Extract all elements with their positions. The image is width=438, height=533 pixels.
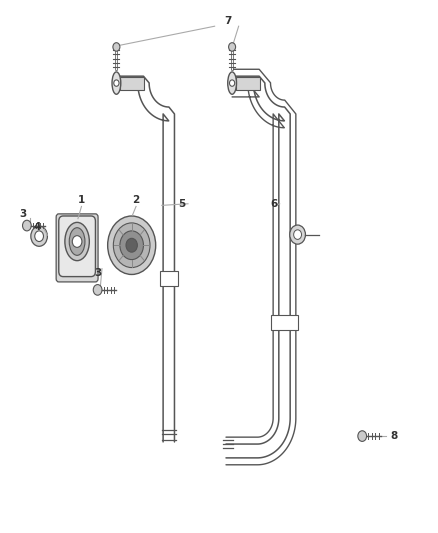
- Ellipse shape: [65, 222, 89, 261]
- FancyBboxPatch shape: [59, 216, 95, 277]
- Text: 3: 3: [20, 209, 27, 220]
- Text: 6: 6: [270, 199, 277, 209]
- Circle shape: [114, 80, 119, 86]
- Polygon shape: [120, 77, 145, 90]
- Text: 4: 4: [33, 222, 41, 232]
- Text: 5: 5: [178, 199, 186, 209]
- Circle shape: [22, 220, 31, 231]
- Circle shape: [108, 216, 155, 274]
- Circle shape: [126, 238, 138, 252]
- Circle shape: [293, 230, 301, 239]
- Circle shape: [72, 236, 82, 247]
- Circle shape: [93, 285, 102, 295]
- Ellipse shape: [69, 228, 85, 255]
- Ellipse shape: [112, 72, 121, 94]
- Circle shape: [35, 231, 43, 241]
- Circle shape: [31, 226, 47, 246]
- Circle shape: [230, 80, 235, 86]
- Circle shape: [120, 231, 144, 260]
- Text: 3: 3: [94, 268, 101, 278]
- Circle shape: [113, 223, 150, 268]
- Circle shape: [113, 43, 120, 51]
- Text: 8: 8: [390, 431, 397, 441]
- Polygon shape: [236, 77, 260, 90]
- Bar: [272, 315, 297, 330]
- Circle shape: [229, 43, 236, 51]
- Text: 7: 7: [224, 16, 231, 26]
- FancyBboxPatch shape: [56, 214, 98, 282]
- Circle shape: [290, 225, 305, 244]
- Text: 2: 2: [132, 195, 140, 205]
- Ellipse shape: [228, 72, 237, 94]
- Text: 1: 1: [78, 195, 85, 205]
- Bar: [159, 271, 178, 286]
- Circle shape: [358, 431, 367, 441]
